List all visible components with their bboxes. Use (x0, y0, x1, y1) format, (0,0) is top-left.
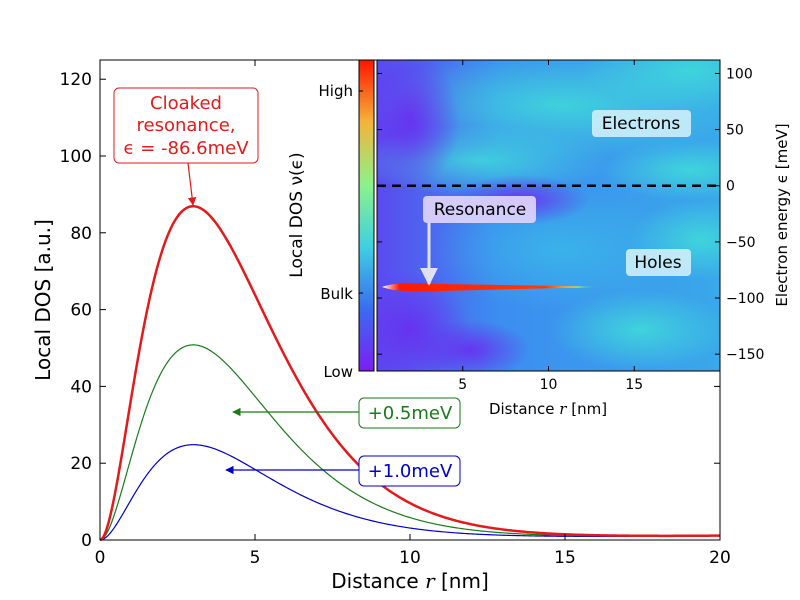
colorbar-label: Local DOS ν(ϵ) (287, 152, 307, 277)
heatmap-band (600, 140, 720, 200)
inset-plot: Electrons Holes Resonance 5 10 15 100 50 0 −5… (287, 59, 791, 418)
colorbar-gradient (359, 60, 374, 371)
inset-y-tick-label: −50 (726, 235, 756, 251)
resonance-label-box (423, 196, 536, 223)
holes-label-box (626, 249, 691, 276)
main-curves (99, 204, 721, 542)
holes-label: Holes (634, 253, 681, 273)
blue-annotation: +1.0meV (225, 455, 461, 487)
main-y-tick-label: 20 (70, 454, 92, 474)
green-annotation-box (358, 397, 461, 429)
heatmap-band (410, 320, 530, 371)
colorbar-tick-low: Low (323, 363, 353, 381)
inset-y-tick-label: −150 (726, 347, 764, 363)
electrons-label-box (592, 110, 691, 137)
cloaked-annotation-line2: resonance, (136, 115, 235, 136)
main-x-axis-label: Distance r [nm] (331, 569, 489, 593)
electrons-label-group: Electrons (592, 110, 691, 137)
green-annotation: +0.5meV (232, 397, 461, 429)
main-y-tick-label: 40 (70, 377, 92, 397)
inset-y-tick-label: 0 (726, 179, 735, 195)
cloaked-annotation-line1: Cloaked (150, 93, 222, 114)
main-y-ticks: 0 20 40 60 80 100 120 (60, 70, 720, 551)
main-y-tick-label: 0 (81, 531, 92, 551)
colorbar: High Bulk Low Local DOS ν(ϵ) (287, 59, 375, 381)
inset-y-tick-label: −100 (726, 291, 764, 307)
inset-y-tick-label: 50 (726, 123, 744, 139)
series-line-cloaked-resonance (99, 204, 721, 542)
inset-x-tick-label: 10 (540, 377, 558, 393)
inset-x-axis-label: Distance r [nm] (489, 400, 607, 418)
colorbar-tick-bulk: Bulk (320, 285, 353, 303)
inset-x-ticks: 5 10 15 (458, 60, 643, 393)
inset-y-axis-label: Electron energy ϵ [meV] (773, 123, 791, 306)
resonance-label: Resonance (434, 200, 527, 220)
inset-x-tick-label: 5 (458, 377, 467, 393)
heatmap-band (580, 60, 720, 110)
resonance-label-group: Resonance (420, 196, 536, 286)
main-x-tick-label: 15 (554, 548, 576, 568)
main-x-tick-label: 0 (95, 548, 106, 568)
main-y-tick-label: 100 (60, 147, 92, 167)
cloaked-annotation-box (113, 87, 259, 164)
main-x-tick-label: 5 (250, 548, 261, 568)
blue-annotation-box (358, 455, 461, 487)
main-y-tick-label: 120 (60, 70, 92, 90)
colorbar-frame (358, 59, 375, 372)
inset-y-ticks: 100 50 0 −50 −100 −150 (377, 66, 764, 363)
cloaked-annotation-line3: ϵ = -86.6meV (123, 138, 249, 159)
main-y-tick-label: 80 (70, 224, 92, 244)
heatmap-band (550, 290, 720, 370)
inset-y-tick-label: 100 (726, 66, 753, 82)
main-x-tick-label: 20 (709, 548, 731, 568)
main-x-ticks: 0 5 10 15 20 (95, 60, 731, 568)
inset-x-tick-label: 15 (625, 377, 643, 393)
colorbar-tick-high: High (319, 82, 353, 100)
blue-annotation-label: +1.0meV (368, 461, 453, 482)
main-y-axis-label: Local DOS [a.u.] (31, 219, 55, 381)
main-y-tick-label: 60 (70, 301, 92, 321)
electrons-label: Electrons (602, 114, 681, 134)
green-annotation-label: +0.5meV (368, 403, 453, 424)
cloaked-resonance-annotation: Cloaked resonance, ϵ = -86.6meV (113, 87, 259, 206)
holes-label-group: Holes (626, 249, 691, 276)
main-x-tick-label: 10 (399, 548, 421, 568)
cloaked-annotation-arrow (187, 162, 197, 206)
heatmap-band (377, 60, 460, 190)
